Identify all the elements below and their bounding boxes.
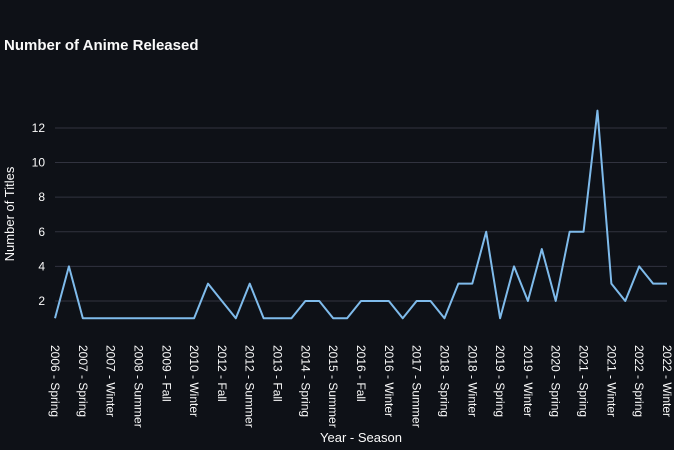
chart-title: Number of Anime Released: [4, 37, 199, 54]
y-tick-label: 10: [32, 156, 46, 170]
x-tick-label: 2013 - Fall: [271, 345, 285, 402]
x-tick-label: 2008 - Summer: [131, 345, 145, 428]
y-tick-label: 12: [32, 121, 46, 135]
x-tick-label: 2007 - Spring: [76, 345, 90, 417]
y-tick-label: 2: [38, 294, 45, 308]
x-tick-label: 2019 - Spring: [493, 345, 507, 417]
x-tick-label: 2016 - Winter: [382, 345, 396, 417]
x-tick-label: 2012 - Fall: [215, 345, 229, 402]
y-tick-label: 4: [38, 259, 45, 273]
x-tick-label: 2007 - Winter: [104, 345, 118, 417]
x-tick-label: 2022 - Winter: [660, 345, 674, 417]
x-tick-label: 2021 - Spring: [577, 345, 591, 417]
x-tick-label: 2015 - Summer: [326, 345, 340, 428]
x-tick-label: 2021 - Winter: [604, 345, 618, 417]
x-tick-label: 2012 - Summer: [243, 345, 257, 428]
x-tick-label: 2010 - Winter: [187, 345, 201, 417]
x-tick-label: 2022 - Spring: [632, 345, 646, 417]
x-tick-label: 2009 - Fall: [159, 345, 173, 402]
x-tick-label: 2018 - Spring: [437, 345, 451, 417]
y-tick-label: 6: [38, 225, 45, 239]
line: [54, 109, 667, 320]
x-tick-label: 2018 - Winter: [465, 345, 479, 417]
x-tick-label: 2014 - Spring: [298, 345, 312, 417]
x-axis-label: Year - Season: [320, 430, 402, 445]
y-axis-label: Number of Titles: [2, 166, 17, 261]
x-tick-label: 2017 - Summer: [410, 345, 424, 428]
x-tick-label: 2006 - Spring: [48, 345, 62, 417]
x-tick-label: 2019 - Winter: [521, 345, 535, 417]
x-tick-label: 2016 - Fall: [354, 345, 368, 402]
y-tick-label: 8: [38, 190, 45, 204]
x-tick-label: 2020 - Spring: [549, 345, 563, 417]
